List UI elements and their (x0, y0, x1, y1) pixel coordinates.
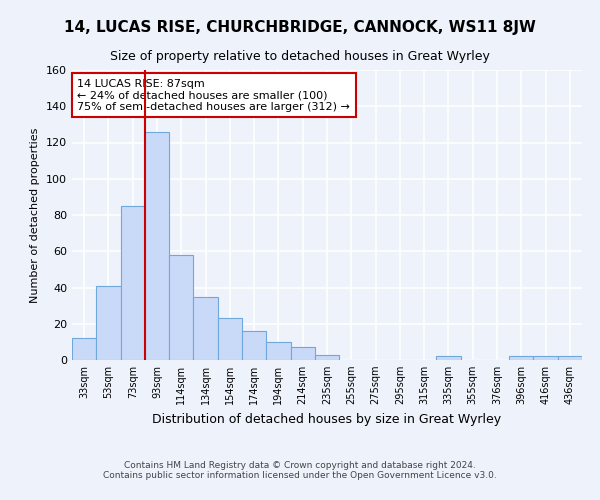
Bar (121, 206, 145, 360)
Bar (145, 132, 169, 360)
Bar (193, 296, 218, 360)
Bar (533, 356, 558, 360)
Bar (242, 331, 266, 360)
Bar (218, 318, 242, 360)
Bar (96, 286, 121, 360)
Bar (315, 354, 339, 360)
Bar (436, 356, 461, 360)
Bar (169, 255, 193, 360)
Text: Contains HM Land Registry data © Crown copyright and database right 2024.
Contai: Contains HM Land Registry data © Crown c… (103, 460, 497, 480)
Bar (509, 356, 533, 360)
Text: 14, LUCAS RISE, CHURCHBRIDGE, CANNOCK, WS11 8JW: 14, LUCAS RISE, CHURCHBRIDGE, CANNOCK, W… (64, 20, 536, 35)
Y-axis label: Number of detached properties: Number of detached properties (31, 128, 40, 302)
Bar (290, 348, 315, 360)
Bar (558, 356, 582, 360)
Bar (72, 338, 96, 360)
X-axis label: Distribution of detached houses by size in Great Wyrley: Distribution of detached houses by size … (152, 412, 502, 426)
Bar (266, 342, 290, 360)
Text: Size of property relative to detached houses in Great Wyrley: Size of property relative to detached ho… (110, 50, 490, 63)
Text: 14 LUCAS RISE: 87sqm
← 24% of detached houses are smaller (100)
75% of semi-deta: 14 LUCAS RISE: 87sqm ← 24% of detached h… (77, 78, 350, 112)
